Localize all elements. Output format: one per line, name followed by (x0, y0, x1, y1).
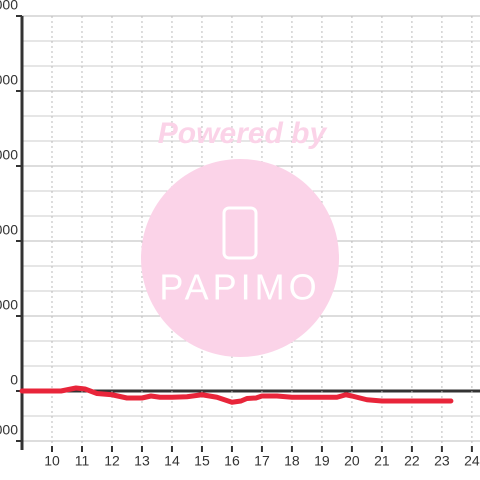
y-tick-label: 60,000 (0, 222, 18, 238)
x-tick-label: 12 (104, 453, 120, 469)
data-line (19, 385, 454, 405)
y-tick-label: 90,000 (0, 147, 18, 163)
x-tick-label: 18 (284, 453, 300, 469)
y-tick-label: 30,000 (0, 297, 18, 313)
y-tick-label: 120,000 (0, 72, 18, 88)
x-tick-label: 19 (314, 453, 330, 469)
y-tick-label: 150,000 (0, 0, 18, 13)
x-tick-label: 20 (344, 453, 360, 469)
watermark-text: Powered by (158, 117, 328, 150)
x-tick-label: 10 (44, 453, 60, 469)
x-tick-label: 23 (434, 453, 450, 469)
watermark-logo: PAPIMO (159, 267, 320, 308)
x-tick-label: 13 (134, 453, 150, 469)
x-tick-label: 21 (374, 453, 390, 469)
x-tick-label: 24 (464, 453, 480, 469)
x-tick-label: 16 (224, 453, 240, 469)
x-tick-label: 22 (404, 453, 420, 469)
x-tick-label: 17 (254, 453, 270, 469)
watermark-icon (222, 206, 258, 260)
x-tick-label: 15 (194, 453, 210, 469)
x-tick-label: 14 (164, 453, 180, 469)
plot: -20,000 0 30,000 60,000 90,000 120,000 150,000… (0, 0, 480, 469)
y-tick-label: -20,000 (0, 422, 18, 438)
y-tick-label: 0 (10, 372, 18, 388)
x-tick-label: 11 (75, 453, 90, 469)
watermark: Powered by PAPIMO (141, 117, 339, 357)
